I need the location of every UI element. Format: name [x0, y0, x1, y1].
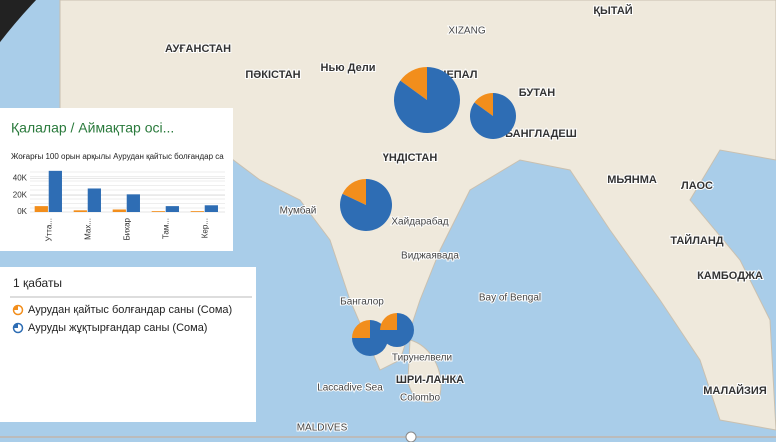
- pie-slice: [352, 320, 370, 338]
- map-label: XIZANG: [448, 26, 485, 37]
- y-tick-label: 40K: [13, 174, 28, 183]
- map-label: БУТАН: [519, 87, 555, 99]
- bar: [126, 194, 140, 212]
- land: [59, 0, 776, 431]
- pie-slice: [400, 67, 427, 100]
- map-label: Мумбай: [280, 205, 317, 217]
- map-label: БАНГЛАДЕШ: [505, 128, 577, 140]
- legend-label: Ауруды жұқтырғандар саны (Сома): [28, 322, 207, 334]
- pie-slice: [470, 93, 516, 140]
- map-label: ШРИ-ЛАНКА: [396, 374, 464, 386]
- sri-lanka: [407, 339, 442, 403]
- x-tick-label: Бихар: [123, 217, 132, 240]
- map-label: ПӘКІСТАН: [245, 69, 300, 81]
- bar: [204, 205, 218, 212]
- map-label: ҚЫТАЙ: [593, 4, 632, 17]
- bar: [112, 209, 126, 212]
- x-tick-label: Там...: [162, 218, 171, 239]
- map-label: ТАЙЛАНД: [670, 234, 723, 247]
- map-label: АУҒАНСТАН: [165, 43, 231, 55]
- bar: [190, 211, 204, 212]
- pie-slice: [474, 93, 493, 116]
- map-label: ҮНДІСТАН: [383, 152, 438, 164]
- map-label: КАМБОДЖА: [697, 270, 763, 282]
- bar: [73, 210, 87, 212]
- map-label: Виджаявада: [401, 251, 459, 262]
- timeline-handle[interactable]: [405, 431, 417, 442]
- legend-label: Аурудан қайтыс болғандар саны (Сома): [28, 304, 232, 316]
- legend-panel: [0, 267, 256, 422]
- pie-slice: [380, 313, 397, 330]
- bar: [165, 206, 179, 212]
- x-tick-label: Мах...: [84, 218, 93, 240]
- x-tick-label: Кер...: [201, 218, 210, 238]
- pie-slice: [394, 67, 460, 133]
- pie-slice: [342, 179, 366, 205]
- legend-swatch-fill: [13, 305, 18, 310]
- bar: [87, 188, 101, 212]
- pie-slice: [352, 320, 388, 356]
- y-tick-label: 20K: [13, 190, 28, 199]
- map-label: Бангалор: [340, 297, 384, 308]
- x-tick-label: Утта...: [45, 218, 54, 241]
- map-label: Bay of Bengal: [479, 293, 541, 304]
- pie-slice: [340, 179, 392, 231]
- map-label: Хайдарабад: [391, 216, 448, 228]
- pie-slice: [380, 313, 414, 347]
- map-label: МАЛАЙЗИЯ: [703, 384, 767, 397]
- map-label: Laccadive Sea: [317, 383, 383, 394]
- chart-title: Қалалар / Аймақтар осі...: [11, 120, 174, 136]
- map-label: ЛАОС: [681, 180, 713, 192]
- map-label: Colombo: [400, 393, 440, 404]
- bar: [151, 211, 165, 212]
- bar: [48, 170, 62, 212]
- legend-swatch-fill: [13, 323, 18, 328]
- bar: [34, 206, 48, 212]
- map-label: Тирунелвели: [392, 353, 452, 364]
- map-label: MALDIVES: [297, 423, 348, 434]
- chart-panel: [0, 108, 233, 251]
- legend-title: 1 қабаты: [13, 276, 62, 290]
- y-tick-label: 0K: [17, 207, 27, 216]
- map-label: Нью Дели: [321, 62, 376, 74]
- chart-subtitle: Жоғарғы 100 орын арқылы Аурудан қайтыс б…: [11, 152, 224, 161]
- map-label: МЬЯНМА: [607, 174, 657, 186]
